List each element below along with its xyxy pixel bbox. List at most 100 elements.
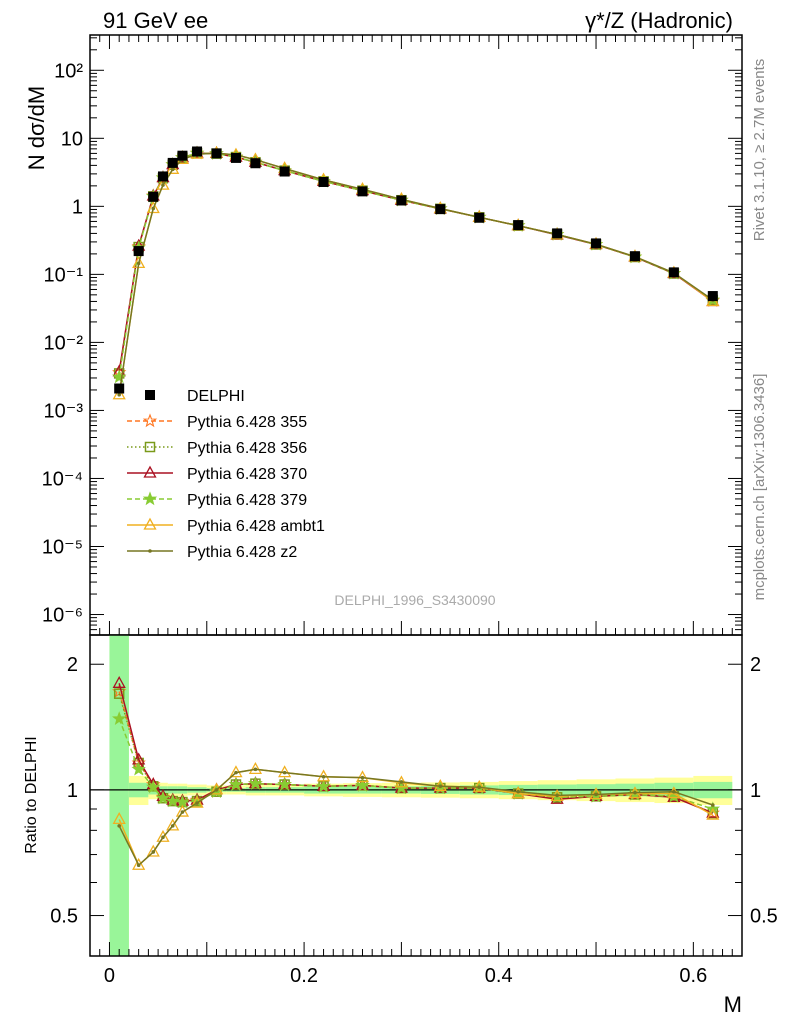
series-point [112, 387, 126, 400]
series-point [633, 790, 637, 795]
series-point [145, 779, 161, 794]
side-label-rivet: Rivet 3.1.10, ≥ 2.7M events [751, 59, 768, 242]
data-point [591, 238, 602, 249]
data-point [114, 383, 125, 394]
series-point [190, 795, 204, 808]
series-point [136, 863, 141, 868]
series-point [711, 803, 715, 807]
series-point [117, 824, 121, 828]
data-point [513, 220, 524, 231]
data-point [318, 176, 329, 187]
legend-marker [142, 413, 158, 428]
series-point [113, 688, 125, 699]
y-tick-label: 1 [72, 196, 83, 218]
series-point [112, 369, 127, 384]
y-tick-label: 1 [750, 780, 761, 802]
series-point [112, 812, 126, 825]
legend-label: DELPHI [187, 388, 245, 405]
x-tick-label: 0.4 [485, 965, 513, 987]
data-point [211, 148, 222, 159]
series-point [156, 829, 170, 842]
series-point [477, 785, 482, 789]
y-tick-label: 10⁻⁶ [42, 605, 83, 627]
ratio-panel: 0 0.2 0.4 0.6 0.5 0.5 1 1 2 2 [50, 634, 778, 987]
data-point [357, 186, 368, 197]
side-label-mcplots: mcplots.cern.ch [arXiv:1306.3436] [751, 374, 768, 601]
x-tick-label: 0.6 [679, 965, 707, 987]
series-point [132, 857, 146, 870]
series-point [472, 779, 486, 792]
y-tick-label: 10⁻⁵ [42, 536, 83, 558]
x-axis-label: M [724, 992, 742, 1017]
y-tick-label: 1 [67, 780, 78, 802]
series-line [118, 152, 714, 372]
series-point [166, 161, 180, 174]
series-point [228, 776, 244, 791]
data-point [148, 191, 159, 202]
y-tick-label: 0.5 [50, 906, 78, 928]
legend-marker [148, 549, 152, 553]
series-point [161, 835, 165, 840]
y-tick-label: 2 [750, 654, 761, 676]
data-point [629, 251, 640, 262]
data-point [157, 171, 168, 182]
legend-label: Pythia 6.428 356 [187, 440, 307, 457]
data-point [552, 228, 563, 239]
series-point [146, 201, 160, 214]
series-line [118, 152, 714, 373]
series-point [151, 206, 156, 211]
data-point [250, 158, 261, 169]
data-point [230, 152, 241, 163]
data-point [396, 195, 407, 206]
legend-marker [143, 517, 157, 530]
legend-label: Pythia 6.428 370 [187, 466, 307, 483]
y-tick-label: 0.5 [750, 906, 778, 928]
ratio-ylabel: Ratio to DELPHI [23, 736, 40, 853]
series-point [516, 789, 520, 794]
legend-label: Pythia 6.428 ambt1 [187, 518, 325, 535]
data-point [435, 204, 446, 215]
y-tick-label: 10⁻² [44, 332, 84, 354]
series-point [155, 790, 171, 805]
header-left: 91 GeV ee [103, 8, 208, 33]
series-point [131, 761, 146, 776]
series-line [118, 152, 714, 378]
series-point [355, 777, 370, 792]
header-right: γ*/Z (Hadronic) [585, 8, 733, 33]
series-point [146, 844, 160, 857]
main-panel: 10⁻⁶ 10⁻⁵ 10⁻⁴ 10⁻³ 10⁻² 10⁻¹ 1 10 10² [42, 34, 743, 636]
legend-label: Pythia 6.428 379 [187, 492, 307, 509]
legend-marker [143, 465, 157, 478]
series-point [136, 261, 141, 266]
legend-marker [144, 441, 156, 453]
series-point [161, 183, 165, 187]
main-ylabel: N dσ/dM [24, 86, 49, 171]
y-tick-label: 10⁻¹ [44, 264, 84, 286]
legend: DELPHI Pythia 6.428 355 Pythia 6.428 356 Py… [127, 388, 325, 561]
stat-band [109, 635, 129, 956]
y-tick-label: 10⁻⁴ [42, 468, 83, 490]
data-point [192, 146, 203, 157]
series-point [170, 824, 175, 828]
series-point [253, 767, 258, 772]
data-point [668, 267, 679, 278]
series-point [555, 793, 559, 798]
series-point [672, 789, 676, 794]
series-line [118, 152, 714, 374]
analysis-label: DELPHI_1996_S3430090 [334, 592, 495, 608]
series-point [277, 776, 292, 791]
y-tick-label: 10 [61, 128, 83, 150]
series-point [316, 778, 331, 793]
series-point [209, 782, 224, 795]
ratio-frame [89, 634, 743, 957]
legend-label: Pythia 6.428 z2 [187, 544, 297, 561]
x-tick-label: 0.2 [290, 965, 318, 987]
series-point [117, 392, 121, 397]
series-point [180, 810, 185, 814]
series-point [214, 788, 219, 792]
series-point [170, 167, 175, 172]
series-point [282, 770, 287, 775]
legend-marker [145, 390, 155, 400]
series-point [112, 675, 126, 688]
